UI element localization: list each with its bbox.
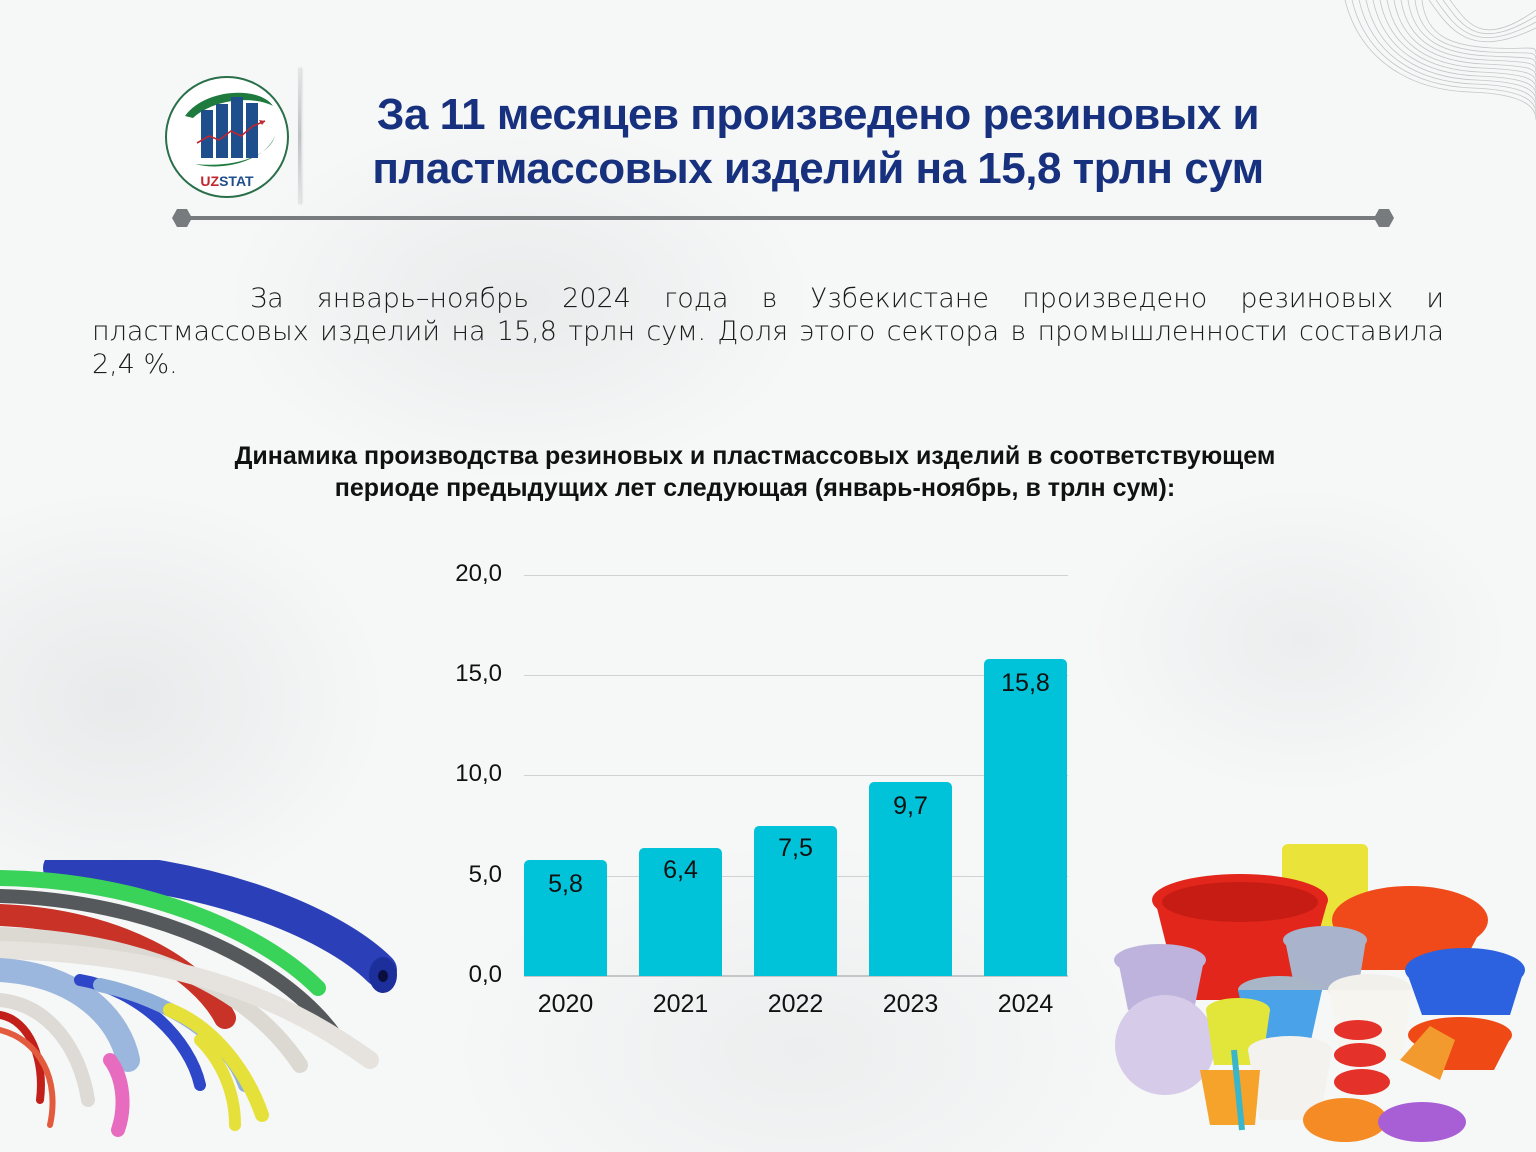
logo-bars-icon: [185, 92, 275, 167]
x-tick-label: 2020: [537, 990, 594, 1018]
bar-value-label: 15,8: [1001, 669, 1050, 697]
title-line-1: За 11 месяцев произведено резиновых и: [376, 90, 1260, 139]
decorative-waves-icon: [1344, 0, 1536, 121]
y-tick-label: 5,0: [468, 861, 502, 888]
logo-divider: [298, 68, 301, 204]
x-tick-label: 2022: [767, 990, 824, 1018]
bar-2020: 5,8: [524, 860, 607, 976]
bar-value-label: 7,5: [778, 834, 813, 862]
y-tick-label: 0,0: [468, 961, 502, 988]
bar-chart: 20,0 15,0 10,0 5,0 0,0 5,8 6,4 7,5 9,7 1…: [430, 550, 1090, 1030]
header-separator: [182, 216, 1384, 220]
y-tick-label: 15,0: [455, 660, 502, 687]
plastic-containers-image: [1114, 844, 1525, 1142]
bar-2024: 15,8: [984, 659, 1067, 976]
separator-hexagon-left-icon: [172, 209, 192, 227]
gridline-20: [524, 575, 1068, 576]
x-axis-baseline: [524, 975, 1068, 977]
logo-text-uz: UZ: [200, 173, 220, 189]
logo-text-stat: STAT: [219, 173, 254, 189]
rubber-tubes-image: [0, 860, 397, 1137]
chart-title-line-2: периоде предыдущих лет следующая (январь…: [334, 474, 1176, 502]
bar-value-label: 6,4: [663, 856, 698, 884]
chart-title-line-1: Динамика производства резиновых и пластм…: [234, 442, 1276, 470]
x-tick-label: 2023: [882, 990, 939, 1018]
bar-2021: 6,4: [639, 848, 722, 976]
uzstat-logo: UZSTAT: [165, 76, 293, 198]
gridline-15: [524, 675, 1068, 676]
y-tick-label: 20,0: [455, 560, 502, 587]
chart-title: Динамика производства резиновых и пластм…: [100, 440, 1410, 504]
gridline-10: [524, 775, 1068, 776]
y-tick-label: 10,0: [455, 760, 502, 787]
bar-2022: 7,5: [754, 826, 837, 976]
bar-2023: 9,7: [869, 782, 952, 976]
title-line-2: пластмассовых изделий на 15,8 трлн сум: [372, 144, 1264, 193]
bar-value-label: 5,8: [548, 870, 583, 898]
x-tick-label: 2024: [997, 990, 1054, 1018]
page-title: За 11 месяцев произведено резиновых и пл…: [318, 88, 1318, 196]
bar-value-label: 9,7: [893, 792, 928, 820]
separator-hexagon-right-icon: [1374, 209, 1394, 227]
logo-text: UZSTAT: [165, 173, 289, 189]
x-tick-label: 2021: [652, 990, 709, 1018]
intro-paragraph: За январь–ноябрь 2024 года в Узбекистане…: [92, 283, 1444, 380]
